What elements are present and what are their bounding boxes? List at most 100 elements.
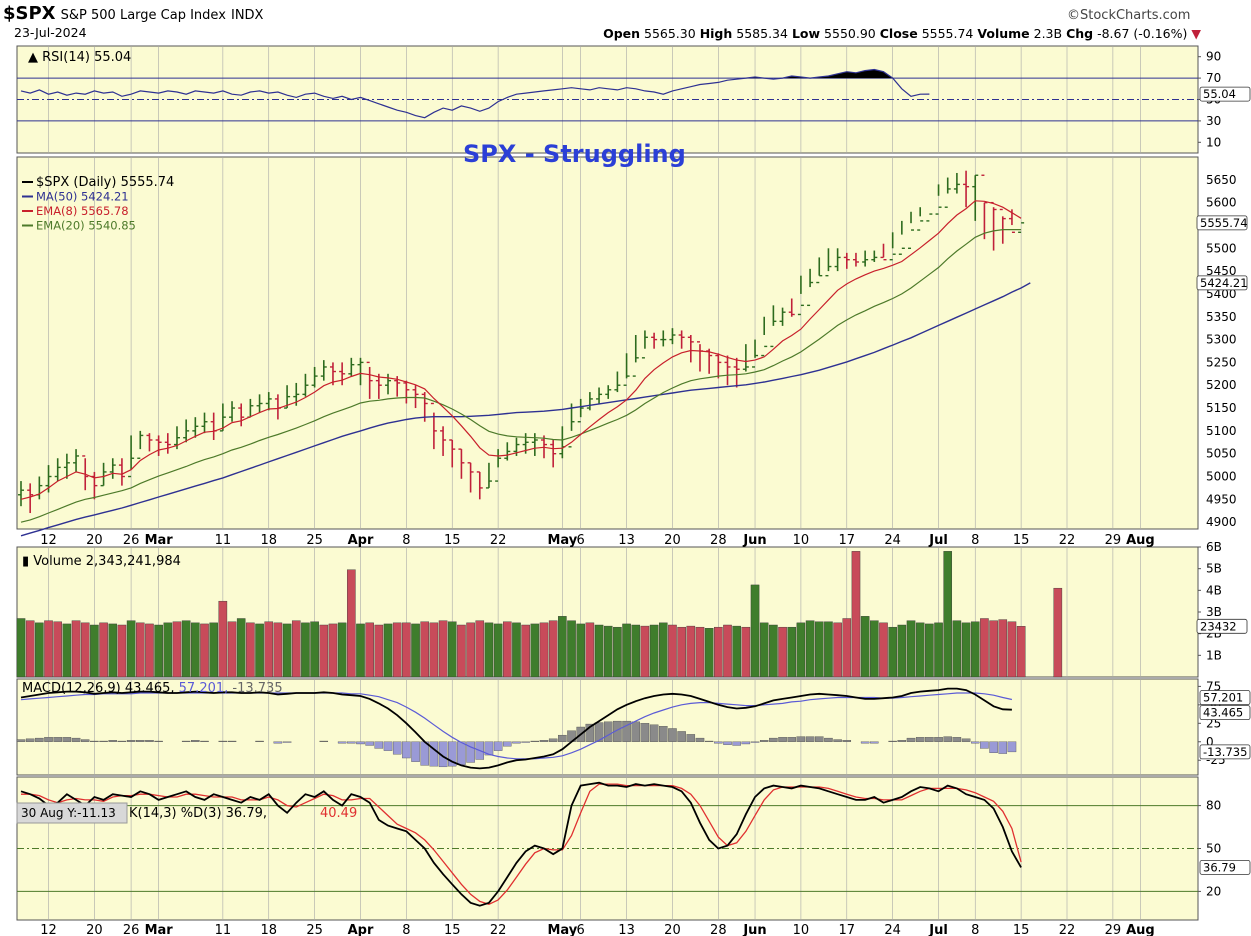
volume-bar	[750, 584, 760, 678]
volume-bar	[530, 623, 540, 678]
volume-bar	[191, 622, 200, 678]
volume-tick-label: 3B	[1206, 605, 1222, 619]
volume-bar	[980, 618, 989, 678]
macd-label: MACD(12,26,9) 43.465, 57.201, -13.735	[22, 681, 283, 696]
stoch-x-axis-label: 11	[215, 923, 232, 936]
volume-bar	[970, 621, 980, 678]
volume-current-tag-box	[1196, 618, 1248, 634]
volume-bar	[126, 620, 136, 678]
volume-bar	[952, 620, 962, 678]
macd-signal-value: 57.201,	[179, 681, 233, 696]
volume-bar	[172, 621, 182, 678]
volume-bar	[622, 623, 631, 678]
macd-histogram-bar	[383, 741, 393, 751]
price-tick-label: 5350	[1206, 310, 1237, 324]
price-current-tag-box	[1196, 215, 1248, 231]
macd-histogram-bar	[980, 741, 989, 749]
volume-bar	[16, 618, 26, 678]
price-tick-label: 5450	[1206, 264, 1237, 278]
stoch-x-axis-label: 17	[839, 923, 856, 936]
volume-bar	[714, 626, 723, 678]
macd-histogram-bar	[888, 740, 897, 742]
volume-bar	[163, 622, 173, 678]
volume-bar	[466, 622, 475, 678]
chart-annotation: SPX - Struggling	[463, 140, 686, 168]
macd-histogram-bar	[943, 736, 952, 742]
price-current-tag: 5555.74	[1200, 216, 1248, 230]
volume-bar	[521, 624, 530, 678]
macd-hist-value: -13.735	[232, 681, 282, 696]
volume-bar	[429, 622, 439, 678]
x-axis-label: Mar	[145, 533, 174, 548]
volume-bar	[934, 622, 943, 678]
stoch-x-axis-label: 26	[123, 923, 140, 936]
macd-histogram-bar	[136, 740, 145, 742]
stockcharts-brand[interactable]: ©StockCharts.com	[1067, 8, 1191, 23]
volume-bar	[677, 626, 686, 678]
x-axis-label: 8	[971, 533, 979, 548]
price-tick-label: 5300	[1206, 333, 1237, 347]
legend-ema8: EMA(8) 5565.78	[36, 204, 129, 218]
volume-bar	[851, 551, 861, 678]
volume-bar	[668, 624, 677, 678]
price-tick-label: 4900	[1206, 515, 1237, 529]
macd-histogram-bar	[62, 737, 72, 742]
volume-bar	[576, 623, 585, 678]
volume-bar	[1053, 587, 1063, 678]
volume-bar	[99, 622, 108, 678]
volume-bar	[209, 622, 218, 678]
volume-bar	[53, 621, 62, 678]
volume-bar	[640, 625, 650, 678]
macd-histogram-bar	[282, 741, 292, 743]
macd-histogram-bar	[640, 723, 650, 742]
legend-ema20: EMA(20) 5540.85	[36, 219, 136, 233]
volume-bar	[741, 626, 751, 678]
ema20-line	[20, 229, 1022, 523]
volume-tick-label: 1B	[1206, 648, 1222, 662]
open-value: 5565.30	[644, 26, 696, 41]
macd-histogram-bar	[35, 737, 44, 742]
volume-bar	[200, 623, 209, 678]
stoch-label: K(14,3) %D(3) 36.79,	[129, 806, 267, 821]
volume-bar	[548, 620, 558, 678]
volume-bar	[833, 622, 842, 678]
volume-bar	[90, 624, 99, 678]
macd-histogram-bar	[971, 741, 980, 744]
stoch-x-axis-label: 20	[664, 923, 681, 936]
macd-histogram-bar	[411, 741, 420, 762]
stoch-k-line	[20, 781, 1022, 907]
macd-title: MACD(12,26,9)	[22, 681, 125, 696]
x-axis-label: May	[547, 533, 577, 548]
volume-bar	[989, 620, 998, 678]
macd-histogram-bar	[585, 723, 595, 742]
volume-label: Volume	[977, 26, 1030, 41]
macd-line	[20, 687, 1012, 770]
macd-histogram-bar	[686, 734, 696, 742]
open-label: Open	[603, 26, 641, 41]
volume-bar	[906, 620, 916, 678]
stoch-d-value: 40.49	[320, 806, 357, 821]
macd-histogram-bar	[548, 738, 558, 742]
macd-histogram-bar	[824, 737, 833, 742]
macd-histogram-bar	[952, 737, 962, 742]
stoch-x-axis-label: 22	[490, 923, 507, 936]
stoch-tick-label: 20	[1206, 884, 1221, 898]
volume-bar	[117, 624, 127, 678]
volume-bar	[80, 622, 90, 678]
macd-histogram-bar	[200, 740, 209, 742]
stoch-x-axis-label: 6	[577, 923, 585, 936]
stoch-x-axis-label: 15	[444, 923, 461, 936]
volume-bar	[585, 622, 595, 678]
price-panel	[16, 156, 1199, 530]
macd-histogram-bar	[126, 740, 136, 742]
macd-histogram-bar	[897, 740, 907, 742]
macd-histogram-bar	[842, 740, 852, 742]
stoch-x-axis-label: Jun	[742, 923, 766, 936]
stoch-x-axis-label: 25	[306, 923, 323, 936]
stoch-x-axis-label: 15	[1013, 923, 1030, 936]
volume-bar	[686, 625, 696, 678]
volume-bar	[704, 628, 714, 678]
volume-bar	[328, 623, 338, 678]
volume-tick-label: 6B	[1206, 540, 1222, 554]
